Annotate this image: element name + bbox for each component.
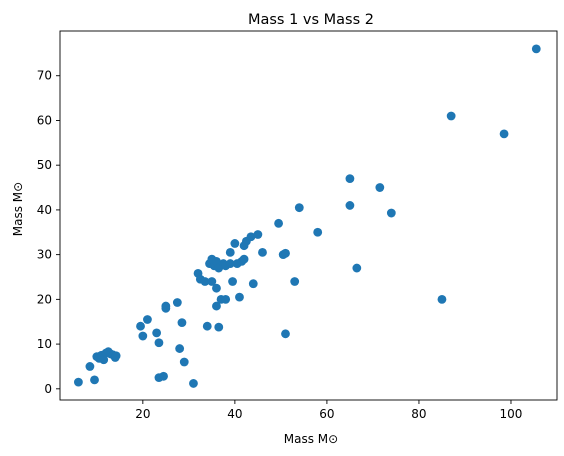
data-point: [99, 355, 109, 365]
data-point: [214, 322, 224, 332]
data-point: [446, 111, 456, 121]
x-axis-label: Mass M⊙: [284, 432, 338, 446]
chart-title: Mass 1 vs Mass 2: [248, 12, 374, 28]
data-point: [175, 344, 185, 353]
data-point: [281, 248, 290, 258]
y-tick-label: 70: [37, 69, 52, 83]
data-point: [499, 129, 509, 139]
y-tick-label: 10: [37, 337, 52, 351]
x-tick-label: 60: [319, 407, 334, 421]
data-point: [253, 230, 263, 239]
data-point: [345, 201, 355, 210]
data-point: [375, 183, 385, 192]
y-axis-label: Mass M⊙: [11, 182, 25, 236]
data-point: [74, 377, 83, 387]
data-point: [85, 362, 95, 371]
data-point: [258, 248, 267, 257]
data-point: [225, 248, 235, 257]
data-point: [152, 328, 162, 338]
data-point: [221, 294, 231, 304]
data-point: [246, 232, 256, 242]
data-point: [189, 379, 198, 388]
data-point: [352, 263, 362, 273]
plot-area: 20 40 60 80 100 0 10 20 30 40 50 60 70: [37, 30, 558, 421]
data-point: [437, 294, 447, 304]
x-tick-label: 20: [135, 407, 150, 421]
data-point: [239, 254, 249, 264]
data-point: [290, 277, 300, 286]
data-point: [281, 329, 290, 339]
axes-frame: [59, 30, 558, 401]
data-point: [200, 277, 210, 286]
data-point: [159, 371, 168, 381]
data-point: [225, 259, 235, 268]
y-tick-label: 60: [37, 113, 52, 127]
data-point: [161, 303, 171, 313]
data-point: [136, 321, 145, 331]
y-tick-label: 50: [37, 158, 52, 172]
data-point: [212, 256, 221, 266]
data-point: [294, 203, 304, 213]
data-point: [207, 277, 217, 286]
data-point: [212, 301, 221, 311]
data-point: [228, 277, 237, 286]
y-tick-label: 0: [44, 382, 52, 396]
x-tick-label: 100: [500, 407, 523, 421]
y-tick-label: 40: [37, 203, 52, 217]
data-point: [212, 283, 221, 293]
data-point: [172, 298, 182, 307]
x-tick-label: 80: [411, 407, 426, 421]
data-point: [248, 279, 258, 289]
data-point: [345, 174, 355, 184]
data-point: [235, 292, 244, 302]
data-point: [386, 208, 396, 218]
y-tick-label: 30: [37, 248, 52, 262]
data-point: [154, 338, 164, 348]
data-point: [138, 331, 148, 341]
data-point: [143, 315, 152, 324]
x-tick-label: 40: [227, 407, 242, 421]
data-point: [202, 321, 212, 331]
data-point: [313, 227, 323, 237]
data-point: [179, 357, 189, 367]
data-point: [177, 318, 187, 328]
data-point: [111, 351, 121, 361]
data-point: [274, 218, 283, 228]
data-point: [90, 375, 99, 385]
data-point: [531, 44, 541, 54]
data-point: [230, 239, 240, 248]
y-tick-label: 20: [37, 292, 52, 306]
